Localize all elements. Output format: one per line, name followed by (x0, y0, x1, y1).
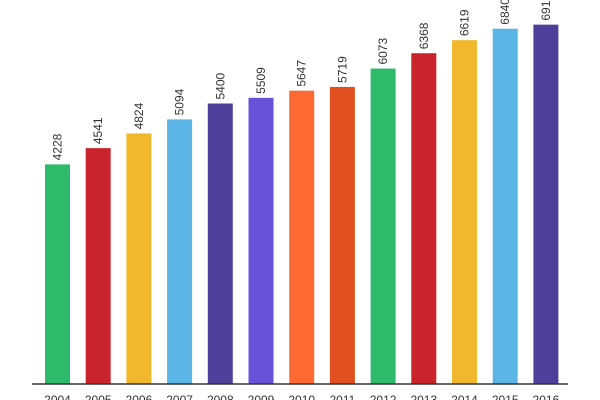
bar-2012 (370, 68, 396, 385)
bar-2014 (452, 40, 477, 385)
bar-2015 (492, 28, 518, 384)
value-label-2004: 4228 (51, 133, 65, 160)
x-tick-label-2007: 2007 (166, 393, 193, 400)
bars-group (45, 24, 559, 385)
value-label-2014: 6619 (458, 9, 472, 36)
bar-2016 (533, 24, 559, 384)
value-labels-group: 4228 4541 4824 5094 5400 5509 5647 5719 6073 6368… (51, 0, 553, 160)
x-tick-label-2010: 2010 (288, 393, 315, 400)
x-tick-label-2012: 2012 (370, 393, 397, 400)
bar-2007 (167, 119, 193, 385)
value-label-2008: 5400 (213, 72, 227, 99)
value-label-2015: 6840 (498, 0, 512, 25)
value-label-2007: 5094 (173, 88, 187, 115)
bar-2004 (45, 164, 70, 384)
value-label-2013: 6368 (417, 22, 431, 49)
bar-2005 (85, 148, 111, 384)
x-tick-label-2011: 2011 (329, 393, 355, 400)
x-tick-label-2004: 2004 (44, 393, 71, 400)
bar-2010 (289, 90, 315, 384)
value-label-2009: 5509 (254, 67, 268, 94)
value-label-2010: 5647 (295, 60, 309, 87)
value-label-2016: 6918 (539, 0, 553, 21)
bar-2011 (329, 86, 355, 385)
bar-2006 (126, 133, 152, 384)
x-tick-label-2005: 2005 (85, 393, 112, 400)
x-tick-label-2006: 2006 (126, 393, 153, 400)
bar-2008 (207, 103, 233, 384)
bar-2013 (411, 53, 437, 385)
value-label-2006: 4824 (132, 102, 146, 129)
value-label-2012: 6073 (376, 38, 390, 65)
bar-2009 (248, 97, 274, 384)
value-label-2011: 5719 (335, 56, 349, 83)
x-tick-label-2015: 2015 (492, 393, 519, 400)
value-label-2005: 4541 (91, 117, 105, 144)
x-tick-label-2014: 2014 (451, 393, 478, 400)
x-tick-labels-group: 2004 2005 2006 2007 2008 2009 2010 2011 2012 2013… (44, 393, 559, 400)
x-tick-label-2016: 2016 (533, 393, 560, 400)
x-tick-label-2009: 2009 (248, 393, 275, 400)
x-tick-label-2013: 2013 (410, 393, 437, 400)
x-tick-label-2008: 2008 (207, 393, 234, 400)
